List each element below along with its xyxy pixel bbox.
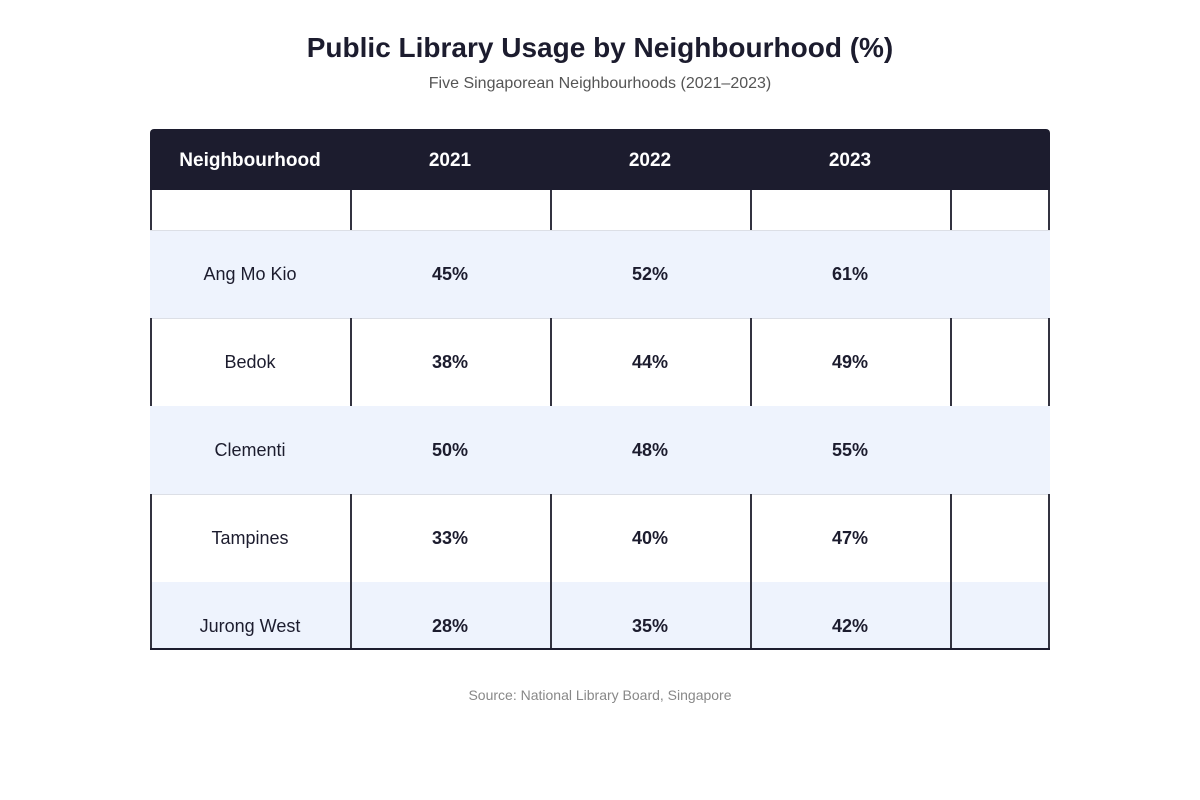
column-divider	[350, 318, 352, 406]
row-divider	[150, 230, 1050, 231]
value-cell-2021: 38%	[431, 352, 469, 372]
table-bottom-border	[150, 648, 1050, 650]
chart-subtitle: Five Singaporean Neighbourhoods (2021–20…	[428, 75, 772, 92]
header-neighbourhood: Neighbourhood	[179, 150, 321, 171]
column-divider	[750, 494, 752, 582]
table-row: Ang Mo Kio 45% 52% 61%	[150, 230, 1050, 318]
neighbourhood-cell: Ang Mo Kio	[203, 264, 297, 284]
column-divider	[550, 318, 552, 406]
value-cell-2021: 45%	[431, 264, 469, 284]
table-row: Tampines 33% 40% 47%	[150, 494, 1050, 582]
value-cell-2022: 52%	[631, 264, 669, 284]
column-divider	[550, 582, 552, 650]
column-divider	[1048, 318, 1050, 406]
usage-table: Neighbourhood 2021 2022 2023 Ang Mo Kio 4…	[150, 129, 1050, 650]
row-divider	[150, 318, 1050, 319]
header-2021: 2021	[428, 150, 472, 171]
column-divider	[950, 190, 952, 230]
source-note: Source: National Library Board, Singapor…	[468, 687, 732, 703]
table-row: Jurong West 28% 35% 42%	[150, 582, 1050, 650]
column-divider	[950, 318, 952, 406]
neighbourhood-cell: Clementi	[214, 440, 286, 460]
neighbourhood-cell: Tampines	[211, 528, 289, 548]
value-cell-2022: 35%	[631, 616, 669, 636]
value-cell-2021: 28%	[431, 616, 469, 636]
column-divider	[950, 582, 952, 650]
column-divider	[150, 318, 152, 406]
table-row: Clementi 50% 48% 55%	[150, 406, 1050, 494]
value-cell-2023: 47%	[831, 528, 869, 548]
row-divider	[150, 494, 1050, 495]
value-cell-2022: 44%	[631, 352, 669, 372]
value-cell-2023: 42%	[831, 616, 869, 636]
neighbourhood-cell: Bedok	[224, 352, 276, 372]
value-cell-2023: 61%	[831, 264, 869, 284]
header-2023: 2023	[828, 150, 872, 171]
table-header	[150, 129, 1050, 190]
column-divider	[150, 494, 152, 582]
column-divider	[1048, 190, 1050, 230]
column-divider	[750, 582, 752, 650]
column-divider	[350, 494, 352, 582]
column-divider	[950, 494, 952, 582]
value-cell-2022: 40%	[631, 528, 669, 548]
chart-title: Public Library Usage by Neighbourhood (%…	[306, 32, 894, 63]
value-cell-2022: 48%	[631, 440, 669, 460]
value-cell-2023: 49%	[831, 352, 869, 372]
value-cell-2023: 55%	[831, 440, 869, 460]
header-2022: 2022	[628, 150, 672, 171]
column-divider	[1048, 582, 1050, 650]
column-divider	[150, 582, 152, 650]
table-row: Bedok 38% 44% 49%	[150, 318, 1050, 406]
neighbourhood-cell: Jurong West	[199, 616, 301, 636]
value-cell-2021: 50%	[431, 440, 469, 460]
column-divider	[750, 190, 752, 230]
column-divider	[1048, 494, 1050, 582]
value-cell-2021: 33%	[431, 528, 469, 548]
column-divider	[350, 190, 352, 230]
column-divider	[350, 582, 352, 650]
column-divider	[750, 318, 752, 406]
column-divider	[550, 494, 552, 582]
column-divider	[150, 190, 152, 230]
column-divider	[550, 190, 552, 230]
